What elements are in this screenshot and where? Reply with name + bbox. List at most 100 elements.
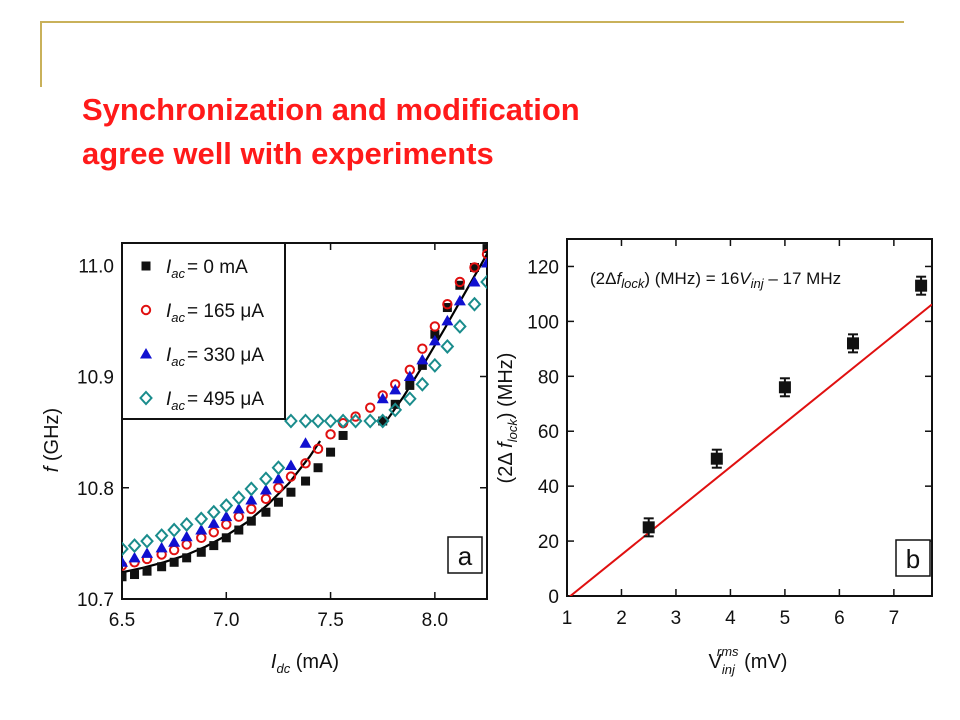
chart-a-point-series-4 xyxy=(140,533,154,549)
chart-a-point-series-2 xyxy=(312,443,324,455)
chart-a-point-series-2 xyxy=(442,298,453,310)
chart-a-point-series-3 xyxy=(481,257,487,268)
chart-b-ylabel-subscript: lock xyxy=(505,418,520,443)
chart-b-xtick-label: 1 xyxy=(562,608,573,629)
chart-a-point-series-1 xyxy=(261,507,271,517)
chart-a-point-series-3 xyxy=(453,294,466,306)
chart-a-legend-entry-4: Iac = 495 μA xyxy=(166,389,264,413)
chart-a-point-series-1 xyxy=(169,557,179,567)
chart-a-point-series-1 xyxy=(301,476,311,486)
chart-a-ytick-label: 10.8 xyxy=(77,479,114,500)
chart-b-equation-subscript2: inj xyxy=(751,276,765,291)
chart-b-xlabel-superscript: rms xyxy=(717,644,739,659)
chart-a-frame xyxy=(121,242,488,600)
chart-b-point xyxy=(642,521,655,534)
chart-b-point xyxy=(847,337,860,350)
chart-a-point-series-1 xyxy=(209,541,219,551)
chart-a-xlabel-symbol: I xyxy=(271,651,277,673)
chart-a-point-series-2 xyxy=(325,429,336,440)
chart-a-point-series-2 xyxy=(233,511,245,522)
chart-b-xlabel-subscript: inj xyxy=(722,662,736,677)
chart-b-equation-symbol2: V xyxy=(739,269,752,288)
chart-a-point-series-4 xyxy=(467,296,482,312)
chart-a-point-series-1 xyxy=(482,244,487,254)
chart-a-legend-entry-1: Iac = 0 mA xyxy=(166,257,248,281)
chart-b-points xyxy=(642,275,928,538)
chart-a-point-series-4 xyxy=(154,528,169,544)
chart-a-ylabel-unit: (GHz) xyxy=(41,408,63,467)
chart-a-point-series-1 xyxy=(273,497,283,507)
chart-a-point-series-3 xyxy=(468,275,481,287)
chart-b-equation: (2Δflock) (MHz) = 16Vinj – 17 MHz xyxy=(590,269,841,291)
chart-a-point-series-3 xyxy=(416,353,429,365)
chart-a-point-series-4 xyxy=(179,516,194,532)
chart-a-point-series-1 xyxy=(122,572,127,582)
chart-a-point-series-3 xyxy=(389,383,402,395)
chart-b-ytick-label: 0 xyxy=(548,587,559,608)
chart-a-point-series-4 xyxy=(194,511,209,527)
chart-a-point-series-1 xyxy=(326,447,336,457)
chart-a-ytick-label: 10.7 xyxy=(77,590,114,611)
chart-b-fit-line xyxy=(568,303,932,596)
chart-a-point-series-3 xyxy=(220,510,233,522)
chart-a-point-series-4 xyxy=(480,274,487,290)
chart-b-xlabel-unit: (mV) xyxy=(739,651,788,673)
chart-a-point-series-1 xyxy=(221,533,231,543)
chart-b-ytick-label: 100 xyxy=(527,312,559,333)
chart-b-equation-symbol: f xyxy=(616,269,623,288)
chart-a-point-series-2 xyxy=(246,503,257,515)
chart-a-legend-box xyxy=(121,242,286,420)
chart-a-point-series-3 xyxy=(155,541,168,553)
chart-a-point-series-3 xyxy=(141,547,154,558)
chart-b-equation-prefix: (2Δ xyxy=(590,269,616,288)
chart-a-ytick-label: 11.0 xyxy=(78,256,114,277)
chart-a-point-series-1 xyxy=(196,547,206,557)
chart-a-point-series-3 xyxy=(441,314,454,326)
chart-a-point-series-2 xyxy=(181,539,192,550)
chart-b-fit-line-path xyxy=(568,303,932,596)
chart-a-legend-entry-2: Iac = 165 μA xyxy=(166,301,264,325)
chart-a-point-series-4 xyxy=(127,538,142,554)
chart-b-panel-label-box xyxy=(895,539,931,577)
chart-a-point-series-4 xyxy=(244,481,259,497)
chart-a-point-series-2 xyxy=(350,411,361,422)
chart-b-frame xyxy=(566,238,933,597)
chart-a-point-series-4 xyxy=(206,504,221,520)
chart-b-xtick-label: 3 xyxy=(671,608,682,629)
chart-a-point-series-4 xyxy=(415,376,430,392)
chart-a-point-series-1 xyxy=(469,262,479,272)
chart-b-ytick-label: 20 xyxy=(538,532,559,553)
chart-a-point-series-4 xyxy=(231,490,246,506)
chart-a-point-series-3 xyxy=(122,556,128,567)
chart-b-equation-suffix: – 17 MHz xyxy=(764,269,841,288)
chart-a-point-series-1 xyxy=(234,525,244,535)
chart-a-point-series-4 xyxy=(311,413,325,429)
chart-a-point-series-2 xyxy=(285,471,297,482)
chart-a-point-series-4 xyxy=(375,413,390,429)
chart-b-xlabel: Vinj rms (mV) xyxy=(709,644,788,677)
chart-a-xlabel-subscript: dc xyxy=(276,661,290,676)
chart-a-point-series-2 xyxy=(168,544,180,556)
decorative-top-rule xyxy=(40,21,904,23)
chart-a-ylabel: f (GHz) xyxy=(41,408,63,472)
chart-a-legend-marker-4 xyxy=(139,390,153,406)
chart-a-point-series-1 xyxy=(338,430,348,440)
chart-a-point-series-3 xyxy=(232,502,245,514)
chart-a-point-series-1 xyxy=(286,487,296,497)
chart-a-point-series-2 xyxy=(208,527,219,538)
chart-a-point-series-3 xyxy=(180,530,193,542)
chart-a-point-series-3 xyxy=(272,472,285,484)
decorative-left-rule xyxy=(40,21,42,87)
chart-b-point xyxy=(915,279,928,292)
chart-b-ticks: 1 2 3 4 5 6 7 0 20 40 60 80 100 120 xyxy=(527,239,932,629)
chart-a-point-series-2 xyxy=(417,343,428,354)
chart-a-xtick-label: 6.5 xyxy=(109,610,135,631)
chart-a-point-series-3 xyxy=(245,493,258,505)
chart-a-point-series-4 xyxy=(298,413,313,429)
chart-b-xtick-label: 6 xyxy=(834,608,845,629)
chart-a-point-series-2 xyxy=(196,532,207,544)
slide-title-line-1: Synchronization and modification xyxy=(82,92,580,127)
chart-b-equation-subscript: lock xyxy=(621,276,646,291)
chart-a-point-series-3 xyxy=(299,437,312,448)
